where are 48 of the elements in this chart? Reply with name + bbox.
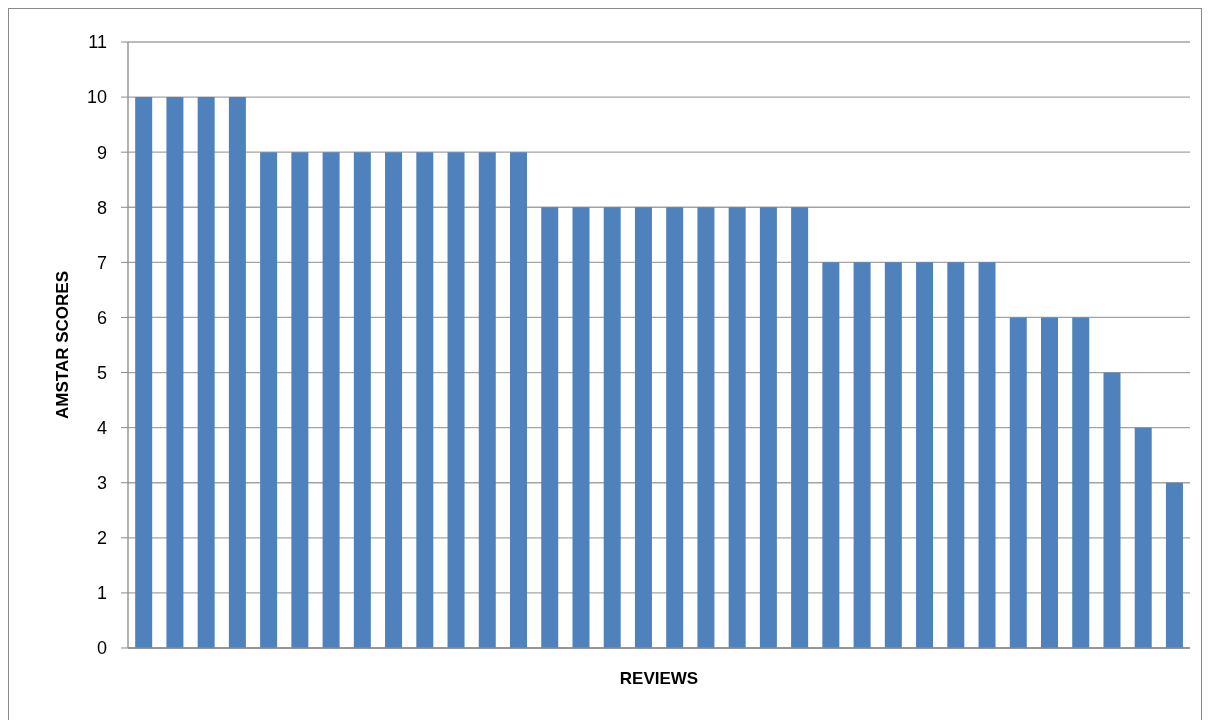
bar (603, 207, 621, 648)
bar (884, 262, 902, 648)
bar (1103, 372, 1121, 648)
y-tick-label: 3 (96, 473, 107, 494)
bar (1165, 482, 1183, 648)
bar (541, 207, 559, 648)
y-tick-label: 0 (96, 638, 107, 659)
bar (385, 152, 403, 648)
bar (947, 262, 965, 648)
y-tick-label: 5 (96, 362, 107, 383)
bar (447, 152, 465, 648)
bar (416, 152, 434, 648)
bar (759, 207, 777, 648)
bar (666, 207, 684, 648)
bar (291, 152, 309, 648)
bar (135, 97, 153, 648)
bar (322, 152, 340, 648)
bar (197, 97, 215, 648)
bar (1009, 317, 1027, 648)
bar (634, 207, 652, 648)
bar (353, 152, 371, 648)
y-tick-label: 6 (96, 307, 107, 328)
y-tick-label: 8 (96, 197, 107, 218)
bar (853, 262, 871, 648)
bar (978, 262, 996, 648)
bar (791, 207, 809, 648)
bar (572, 207, 590, 648)
bar (1041, 317, 1059, 648)
y-tick-label: 7 (96, 252, 107, 273)
bar (916, 262, 934, 648)
y-tick-label: 10 (86, 87, 107, 108)
y-tick-label: 9 (96, 142, 107, 163)
bar (822, 262, 840, 648)
x-axis-title: REVIEWS (619, 668, 699, 688)
bar (728, 207, 746, 648)
bar (166, 97, 184, 648)
y-axis-title: AMSTAR SCORES (52, 271, 72, 419)
bar (260, 152, 278, 648)
bar (478, 152, 496, 648)
y-tick-label: 4 (96, 418, 107, 439)
y-tick-label: 2 (96, 528, 107, 549)
bar (1072, 317, 1090, 648)
bar (697, 207, 715, 648)
y-tick-label: 11 (88, 32, 107, 53)
bar (1134, 427, 1152, 648)
y-tick-label: 1 (96, 583, 107, 604)
bar (510, 152, 528, 648)
bar (228, 97, 246, 648)
